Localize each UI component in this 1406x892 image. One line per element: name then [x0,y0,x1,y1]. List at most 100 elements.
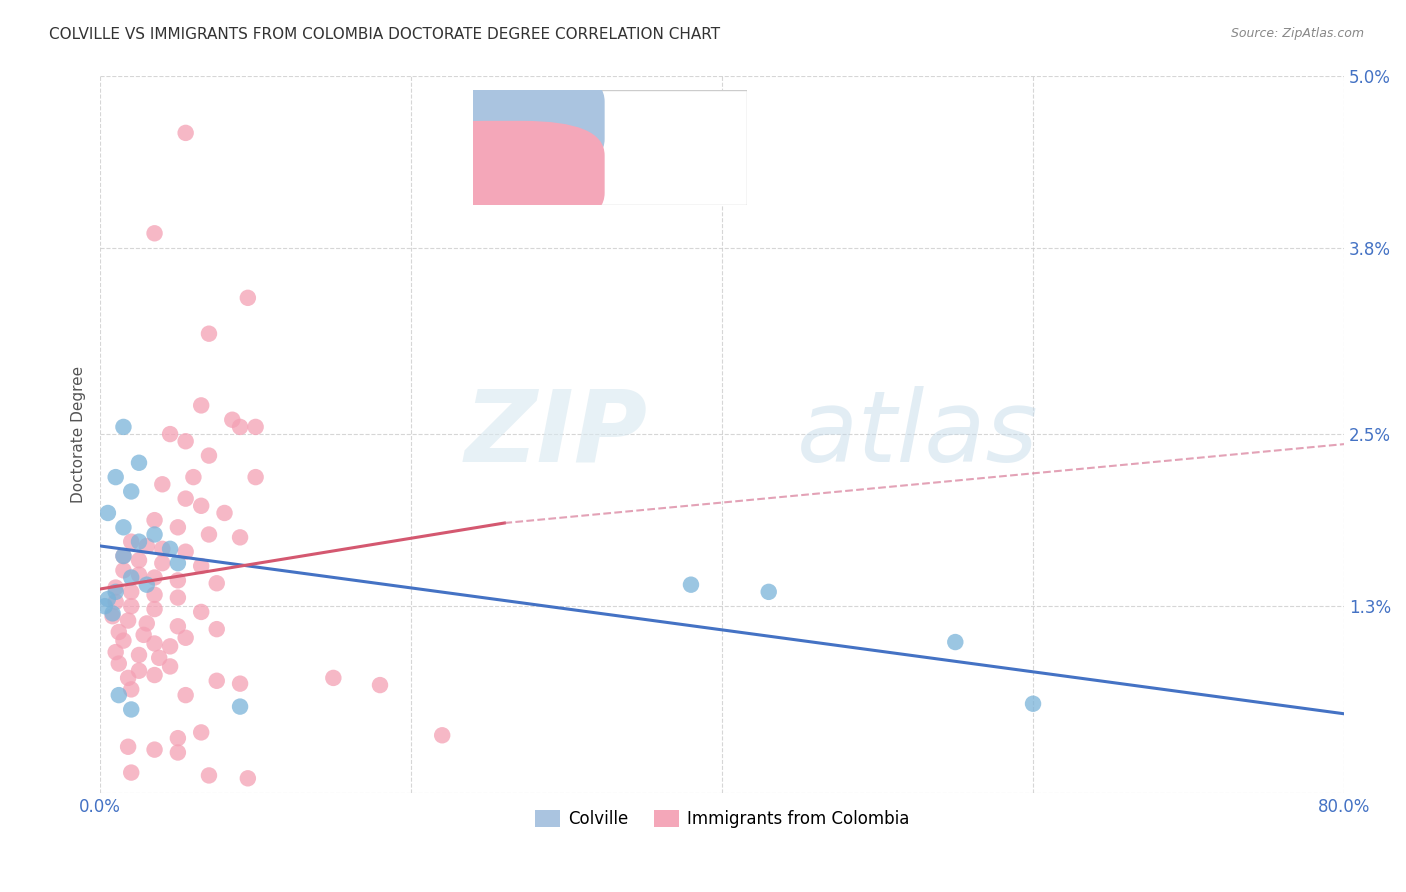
Point [167,619,190,633]
Text: Source: ZipAtlas.com: Source: ZipAtlas.com [1230,27,1364,40]
Point [245,420,267,434]
Point [236,772,259,786]
Point [214,506,236,520]
Point [167,746,190,760]
Point [132,628,155,642]
Point [190,398,212,412]
Point [143,742,166,756]
Point [107,625,129,640]
Point [159,659,181,673]
Point [159,541,181,556]
Point [128,553,150,567]
Text: COLVILLE VS IMMIGRANTS FROM COLOMBIA DOCTORATE DEGREE CORRELATION CHART: COLVILLE VS IMMIGRANTS FROM COLOMBIA DOC… [49,27,720,42]
Point [174,544,197,558]
Point [120,484,142,499]
Point [135,577,157,591]
Point [205,673,228,688]
Point [159,640,181,654]
Point [112,520,135,534]
Point [101,609,124,624]
Point [198,326,221,341]
Point [183,470,205,484]
Point [167,591,190,605]
Text: atlas: atlas [797,385,1038,483]
Point [174,434,197,449]
Point [174,126,197,140]
Point [112,633,135,648]
Point [104,645,127,659]
Legend: Colville, Immigrants from Colombia: Colville, Immigrants from Colombia [529,803,915,835]
Point [322,671,344,685]
Point [104,581,127,595]
Point [190,605,212,619]
Point [190,725,212,739]
Point [143,527,166,541]
Point [229,420,252,434]
Point [368,678,391,692]
Point [167,556,190,570]
Point [104,585,127,599]
Point [205,576,228,591]
Point [167,574,190,588]
Point [190,559,212,574]
Point [167,520,190,534]
Point [120,570,142,584]
Point [120,585,142,599]
Point [679,577,702,591]
Point [198,527,221,541]
Point [150,477,173,491]
Point [107,657,129,671]
Point [112,563,135,577]
Point [112,420,135,434]
Point [198,768,221,782]
Point [229,676,252,690]
Point [128,534,150,549]
Point [143,227,166,241]
Point [128,664,150,678]
Point [97,592,120,607]
Point [143,668,166,682]
Point [190,499,212,513]
Point [117,671,139,685]
Point [143,602,166,616]
Point [221,413,243,427]
Point [150,541,173,556]
Point [150,556,173,570]
Point [174,491,197,506]
Point [120,702,142,716]
Point [135,539,157,553]
Point [104,470,127,484]
Point [205,622,228,636]
Point [174,631,197,645]
Point [97,506,120,520]
Point [107,688,129,702]
Point [117,739,139,754]
Point [112,549,135,563]
Point [120,599,142,614]
Point [94,599,117,614]
Point [432,728,454,742]
Point [135,616,157,631]
Point [143,513,166,527]
Point [128,456,150,470]
Point [143,636,166,650]
Point [758,585,780,599]
Point [245,470,267,484]
Point [143,570,166,584]
Point [104,595,127,609]
Point [229,530,252,544]
Point [112,549,135,563]
Point [143,588,166,602]
Point [174,688,197,702]
Y-axis label: Doctorate Degree: Doctorate Degree [72,366,86,503]
Point [236,291,259,305]
Point [229,699,252,714]
Point [148,650,170,665]
Point [128,648,150,662]
Point [120,765,142,780]
Point [101,607,124,621]
Point [943,635,966,649]
Point [159,427,181,442]
Point [128,567,150,582]
Point [120,534,142,549]
